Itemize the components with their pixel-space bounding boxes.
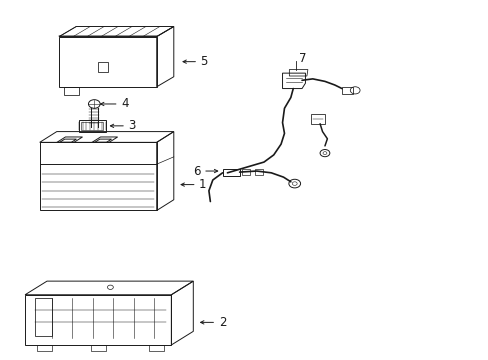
Text: 6: 6 — [193, 165, 200, 177]
Text: 2: 2 — [218, 316, 225, 329]
Text: 4: 4 — [121, 98, 128, 111]
Text: 7: 7 — [299, 52, 306, 65]
Text: 1: 1 — [199, 178, 206, 191]
Text: 5: 5 — [200, 55, 207, 68]
Text: 3: 3 — [128, 120, 136, 132]
